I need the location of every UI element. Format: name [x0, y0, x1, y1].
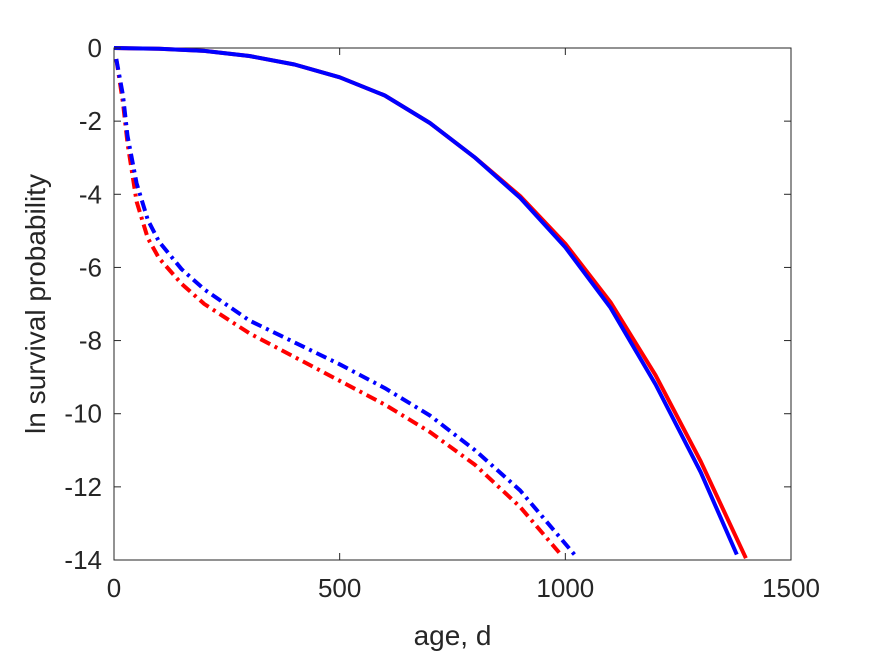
tick-layer: 0 500 1000 1500 0 -2 -4 -6 -8 -10 -12 -14 — [64, 33, 820, 603]
series-line-4 — [114, 58, 576, 556]
plot-area — [113, 47, 792, 561]
y-tick-label: -14 — [64, 545, 102, 575]
y-tick-label: -2 — [79, 106, 102, 136]
y-axis-title: ln survival probability — [20, 174, 51, 434]
axes-box — [113, 47, 792, 561]
x-tick-label: 1000 — [536, 573, 594, 603]
x-axis-title: age, d — [414, 620, 492, 651]
x-tick-label: 1500 — [762, 573, 820, 603]
y-tick-label: -6 — [79, 252, 102, 282]
series-line-2 — [113, 46, 739, 556]
x-tick-label: 500 — [318, 573, 361, 603]
series-line-3 — [114, 58, 563, 556]
x-tick-label: 0 — [107, 573, 121, 603]
y-tick-label: -8 — [79, 326, 102, 356]
y-tick-label: -12 — [64, 472, 102, 502]
y-tick-label: -4 — [79, 179, 102, 209]
y-tick-label: 0 — [88, 33, 102, 63]
series-layer — [113, 46, 748, 560]
y-tick-label: -10 — [64, 399, 102, 429]
